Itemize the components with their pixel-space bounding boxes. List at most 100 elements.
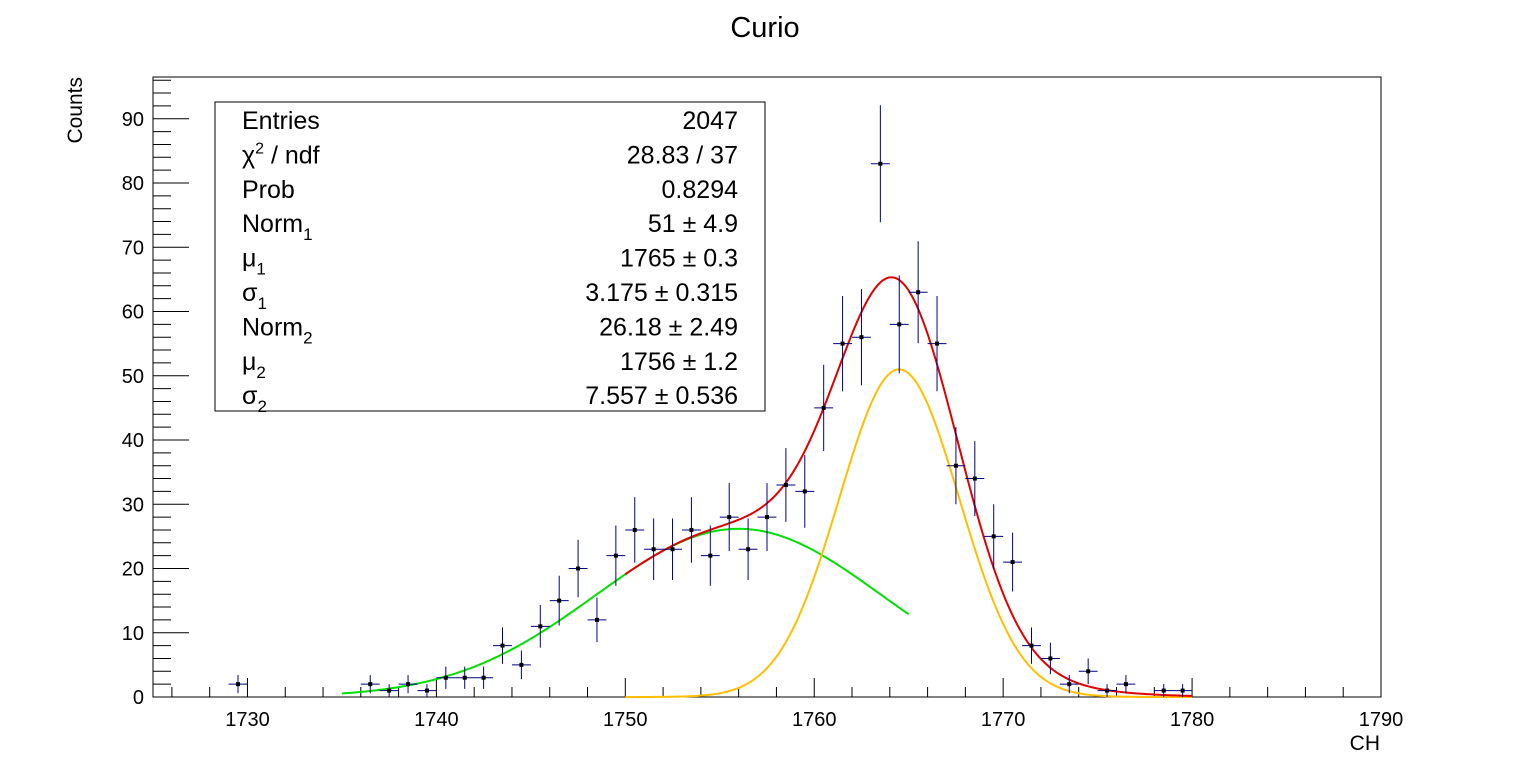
stats-row: Entries 2047: [242, 107, 738, 135]
y-tick-label: 40: [122, 430, 144, 452]
point-marker: [613, 553, 618, 558]
x-tick-label: 1750: [603, 709, 648, 731]
data-point: [852, 289, 871, 386]
data-point: [625, 497, 645, 563]
point-marker: [1048, 656, 1053, 661]
x-tick-label: 1790: [1359, 709, 1404, 731]
data-point: [738, 518, 758, 581]
data-point: [814, 364, 834, 451]
stats-label: σ1: [242, 279, 267, 313]
point-marker: [991, 534, 996, 539]
y-tick-label: 20: [122, 559, 144, 581]
stats-value: 2047: [682, 107, 738, 135]
y-tick-label: 60: [122, 302, 144, 324]
point-marker: [746, 547, 751, 552]
point-marker: [916, 290, 921, 295]
data-point: [1173, 684, 1193, 697]
point-marker: [1123, 682, 1128, 687]
data-point: [379, 684, 399, 697]
point-marker: [859, 335, 864, 340]
stats-value: 7.557 ± 0.536: [585, 382, 738, 410]
point-marker: [765, 515, 769, 520]
y-tick-label: 0: [133, 687, 144, 709]
x-axis-label: CH: [1350, 732, 1380, 755]
stats-label: Entries: [242, 107, 320, 135]
fit-curve-gauss1: [625, 368, 1193, 698]
fit-curves: [341, 276, 1193, 698]
point-marker: [1180, 688, 1185, 693]
x-tick-label: 1740: [414, 709, 459, 731]
point-marker: [594, 617, 599, 622]
data-point: [549, 575, 569, 626]
stats-value: 1756 ± 1.2: [620, 348, 738, 376]
data-point: [795, 455, 815, 528]
point-marker: [1086, 669, 1091, 674]
point-marker: [443, 675, 448, 680]
point-marker: [840, 341, 845, 346]
x-tick-label: 1730: [225, 709, 270, 731]
data-point: [1116, 675, 1136, 694]
y-tick-label: 70: [122, 237, 144, 259]
data-point: [1078, 658, 1098, 685]
data-point: [889, 275, 909, 374]
point-marker: [821, 405, 826, 410]
data-point: [228, 675, 248, 694]
stats-row: σ2 7.557 ± 0.536: [242, 382, 738, 416]
data-point: [455, 666, 475, 689]
fit-curve-total: [624, 276, 1193, 697]
point-marker: [670, 547, 675, 552]
stats-row: χ2 / ndf 28.83 / 37: [242, 140, 738, 169]
stats-value: 26.18 ± 2.49: [599, 313, 738, 341]
data-point: [700, 525, 720, 586]
y-tick-label: 10: [122, 623, 144, 645]
x-tick-label: 1770: [981, 709, 1026, 731]
stats-row: Prob 0.8294: [242, 176, 738, 204]
data-point: [530, 605, 550, 648]
point-marker: [236, 682, 241, 687]
data-point: [568, 539, 588, 598]
y-tick-label: 80: [122, 173, 144, 195]
data-point: [984, 504, 1004, 569]
point-marker: [406, 682, 411, 687]
data-point: [474, 666, 494, 689]
point-marker: [897, 322, 902, 327]
data-point: [833, 295, 853, 392]
stats-label: Norm2: [242, 313, 313, 347]
point-marker: [802, 489, 807, 494]
chart-title: Curio: [730, 12, 799, 44]
point-marker: [424, 688, 429, 693]
stats-value: 3.175 ± 0.315: [585, 279, 738, 307]
point-marker: [727, 515, 732, 520]
stats-value: 51 ± 4.9: [648, 210, 738, 238]
stats-label: χ2 / ndf: [242, 140, 320, 169]
point-marker: [708, 553, 713, 558]
stats-value: 1765 ± 0.3: [620, 245, 738, 273]
data-point: [946, 427, 966, 505]
point-marker: [1010, 560, 1015, 565]
data-point: [436, 666, 456, 689]
data-point: [776, 448, 796, 522]
stats-value: 0.8294: [662, 176, 739, 204]
stats-row: μ1 1765 ± 0.3: [242, 245, 738, 279]
y-tick-label: 90: [122, 109, 144, 131]
data-point: [927, 295, 947, 392]
data-point: [398, 675, 418, 694]
data-point: [1154, 684, 1174, 697]
stats-label: Prob: [242, 176, 295, 204]
point-marker: [538, 624, 543, 629]
point-marker: [972, 476, 977, 481]
stats-value: 28.83 / 37: [627, 141, 738, 169]
point-marker: [576, 566, 581, 571]
data-point: [1022, 627, 1041, 664]
y-axis-label: Counts: [64, 77, 87, 144]
stats-row: Norm2 26.18 ± 2.49: [242, 313, 738, 347]
point-marker: [1029, 643, 1034, 648]
y-tick-label: 30: [122, 494, 144, 516]
data-points: [228, 105, 1193, 697]
data-point: [587, 597, 607, 643]
point-marker: [651, 547, 656, 552]
stats-row: σ1 3.175 ± 0.315: [242, 279, 738, 313]
axes: 1730 1740 1750 1760 1770 1780 1790 0 10 20 30 40 50 6…: [122, 79, 1404, 731]
stats-label: μ1: [242, 245, 266, 279]
